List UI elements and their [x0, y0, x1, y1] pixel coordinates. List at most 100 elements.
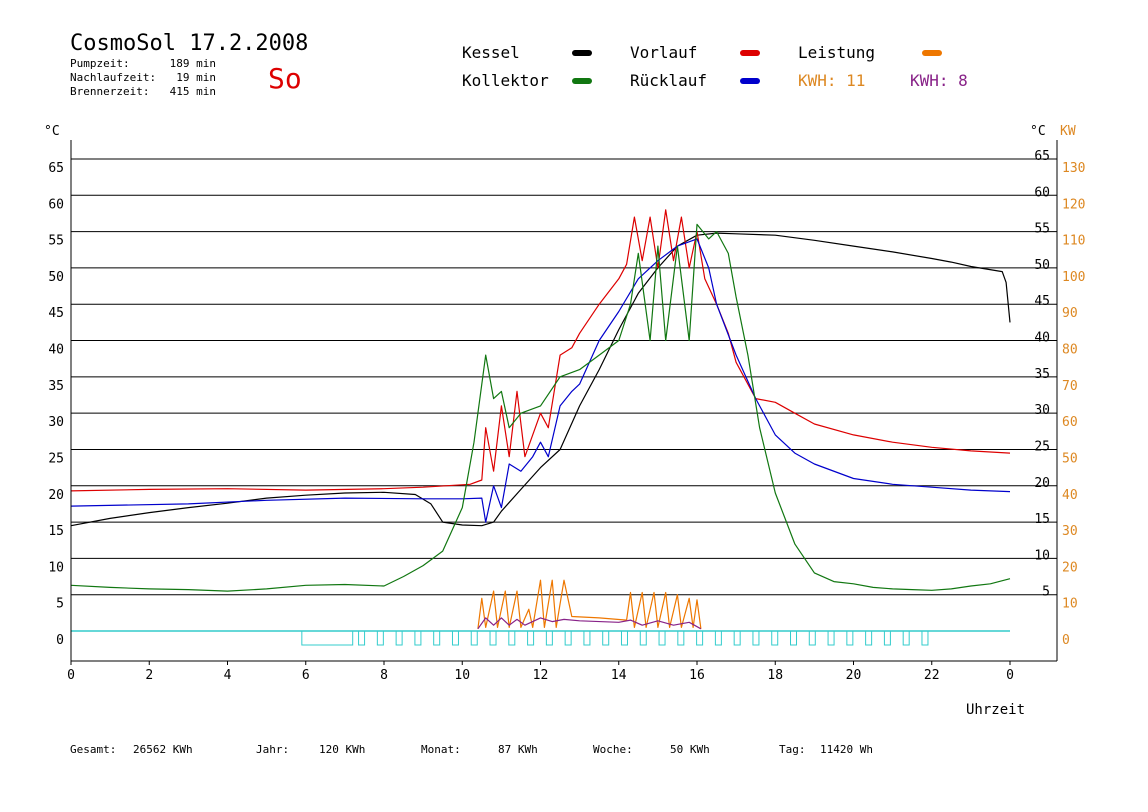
series-line-kessel — [70, 232, 1011, 527]
y-tick-label-left: 25 — [48, 451, 64, 466]
stat-label: Nachlaufzeit: — [70, 71, 156, 84]
pump-box — [527, 630, 535, 646]
legend-swatch-kollektor — [572, 78, 592, 84]
pump-box — [451, 630, 459, 646]
y-tick-label-right: 40 — [1034, 331, 1050, 346]
legend-swatch-vorlauf — [740, 50, 760, 56]
footer-value: 11420 Wh — [820, 743, 873, 756]
y-tick-label-left: 30 — [48, 415, 64, 430]
footer-value: 26562 KWh — [133, 743, 193, 756]
y-tick-label-right: 10 — [1034, 548, 1050, 563]
stat-label: Brennerzeit: — [70, 85, 149, 98]
y-tick-label-right: 50 — [1034, 258, 1050, 273]
y-tick-label-left: 40 — [48, 343, 64, 358]
pump-box — [433, 630, 441, 646]
y-tick-label-left: 50 — [48, 270, 64, 285]
y-tick-label-left: 5 — [56, 597, 64, 612]
y-tick-label-left: 0 — [56, 633, 64, 648]
stat-value: 189 min — [170, 57, 216, 70]
y-tick-label-kw: 10 — [1062, 597, 1078, 612]
series-line-kwh-8 — [477, 617, 702, 630]
pump-box — [639, 630, 647, 646]
y-tick-label-right: 35 — [1034, 367, 1050, 382]
stat-value: 19 min — [176, 71, 216, 84]
y-tick-label-left: 65 — [48, 161, 64, 176]
y-tick-label-kw: 40 — [1062, 488, 1078, 503]
legend-swatch-leistung — [922, 50, 942, 56]
y-tick-label-left: 45 — [48, 306, 64, 321]
stat-value: 415 min — [170, 85, 216, 98]
pump-box — [752, 630, 760, 646]
y-tick-label-right: 30 — [1034, 403, 1050, 418]
footer-label: Tag: — [779, 743, 806, 756]
pump-box — [790, 630, 798, 646]
x-tick-label: 0 — [67, 668, 75, 683]
series-line-leistung — [477, 579, 702, 629]
pump-box — [583, 630, 591, 646]
y-tick-label-kw: 100 — [1062, 270, 1085, 285]
y-tick-label-left: 20 — [48, 488, 64, 503]
pump-box — [733, 630, 741, 646]
pump-box — [414, 630, 422, 646]
x-tick-label: 10 — [454, 668, 470, 683]
y-tick-label-kw: 70 — [1062, 379, 1078, 394]
y-tick-label-left: 60 — [48, 197, 64, 212]
x-tick-label: 0 — [1006, 668, 1014, 683]
y-axis-label-left: °C — [44, 124, 60, 139]
x-tick-label: 2 — [145, 668, 153, 683]
legend-swatch-kessel — [572, 50, 592, 56]
y-tick-label-kw: 90 — [1062, 306, 1078, 321]
y-tick-label-right: 55 — [1034, 222, 1050, 237]
y-tick-label-kw: 130 — [1062, 161, 1085, 176]
axes — [70, 140, 1058, 662]
x-axis-label: Uhrzeit — [966, 702, 1025, 718]
y-tick-label-left: 35 — [48, 379, 64, 394]
series-line-vorlauf — [70, 209, 1011, 492]
y-tick-label-kw: 50 — [1062, 451, 1078, 466]
x-tick-label: 14 — [611, 668, 627, 683]
series-line-kollektor — [70, 223, 1011, 592]
pump-box — [301, 630, 354, 646]
pump-box — [808, 630, 816, 646]
pump-box — [620, 630, 628, 646]
y-tick-label-right: 60 — [1034, 185, 1050, 200]
pump-box — [827, 630, 835, 646]
pump-box — [376, 630, 384, 646]
y-tick-label-kw: 30 — [1062, 524, 1078, 539]
pump-box — [677, 630, 685, 646]
footer-value: 120 KWh — [319, 743, 365, 756]
pump-box — [545, 630, 553, 646]
stats-block: Pumpzeit: 189 min Nachlaufzeit: 19 min B… — [70, 57, 216, 98]
y-tick-label-kw: 80 — [1062, 343, 1078, 358]
y-tick-label-kw: 110 — [1062, 234, 1085, 249]
pump-box — [602, 630, 610, 646]
pump-box — [658, 630, 666, 646]
legend-label-leistung: Leistung — [798, 43, 875, 62]
y-tick-label-kw: 20 — [1062, 560, 1078, 575]
y-tick-label-left: 10 — [48, 560, 64, 575]
footer-label: Gesamt: — [70, 743, 116, 756]
x-tick-label: 8 — [380, 668, 388, 683]
x-tick-label: 18 — [767, 668, 783, 683]
x-tick-label: 6 — [302, 668, 310, 683]
footer-value: 50 KWh — [670, 743, 710, 756]
y-tick-label-right: 45 — [1034, 294, 1050, 309]
series-layer — [70, 209, 1011, 630]
pump-indicator — [71, 630, 1010, 646]
pump-box — [921, 630, 929, 646]
grid — [71, 158, 1057, 596]
footer-label: Jahr: — [256, 743, 289, 756]
legend-label-ruecklauf: Rücklauf — [630, 71, 707, 90]
footer-label: Woche: — [593, 743, 633, 756]
legend-label-kollektor: Kollektor — [462, 71, 549, 90]
pump-box — [395, 630, 403, 646]
footer-label: Monat: — [421, 743, 461, 756]
footer-value: 87 KWh — [498, 743, 538, 756]
x-tick-label: 22 — [924, 668, 940, 683]
y-tick-label-left: 15 — [48, 524, 64, 539]
y-tick-label-right: 5 — [1042, 585, 1050, 600]
stat-label: Pumpzeit: — [70, 57, 130, 70]
y-tick-label-right: 20 — [1034, 476, 1050, 491]
y-tick-label-kw: 120 — [1062, 197, 1085, 212]
